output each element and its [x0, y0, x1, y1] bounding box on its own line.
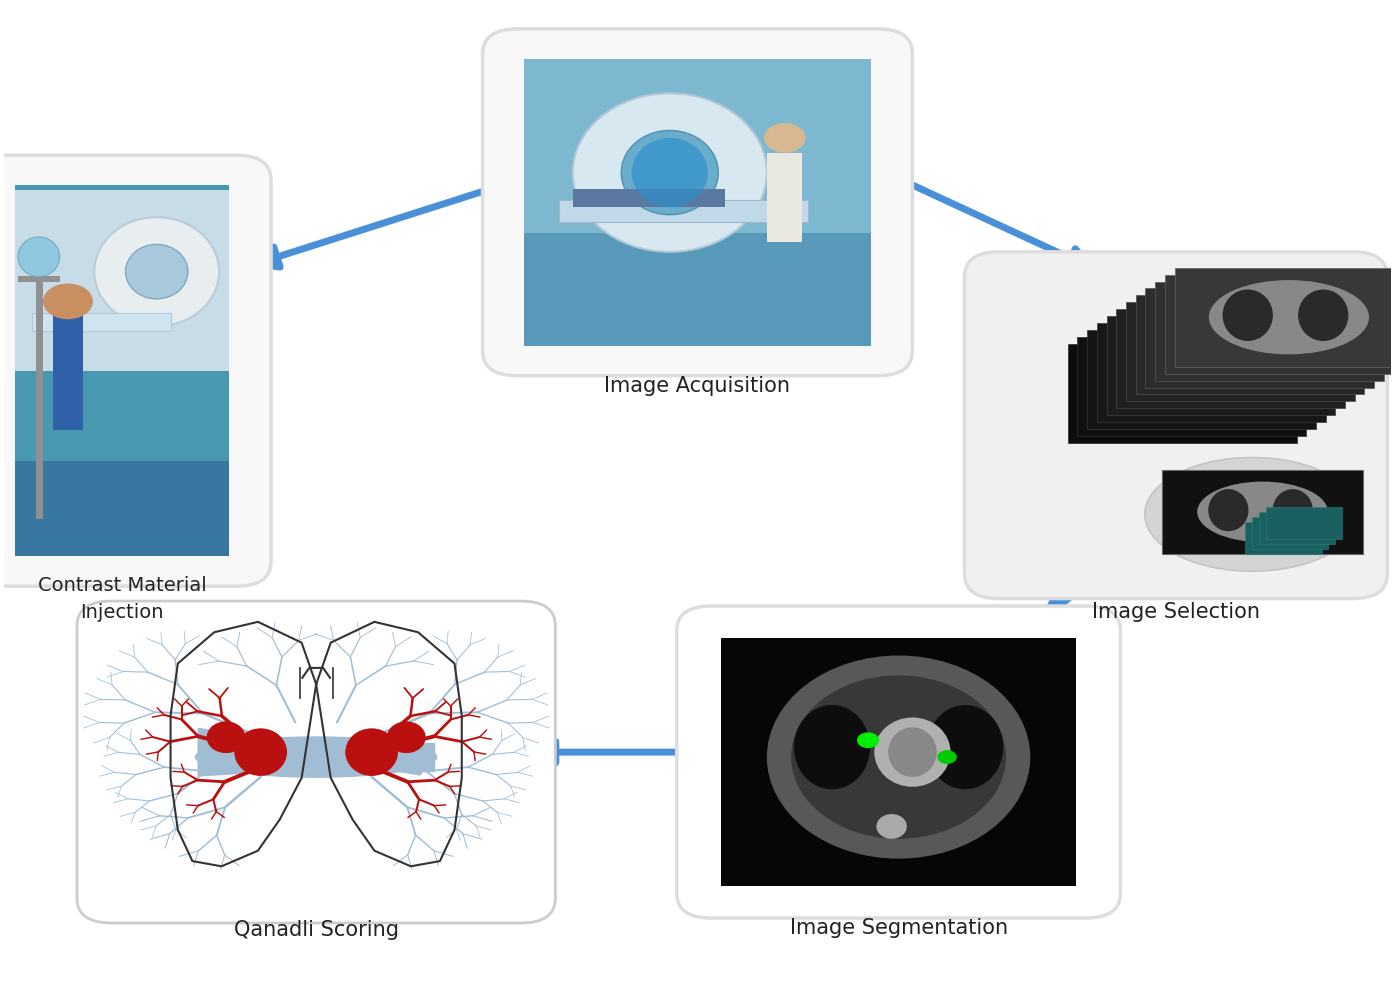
Ellipse shape: [195, 736, 438, 778]
Ellipse shape: [632, 138, 707, 207]
Bar: [1165, 275, 1394, 374]
Bar: [1087, 330, 1315, 430]
Bar: [1260, 512, 1335, 544]
Ellipse shape: [386, 721, 425, 753]
Bar: [1136, 296, 1364, 395]
Polygon shape: [198, 743, 434, 771]
Ellipse shape: [1299, 290, 1349, 341]
Bar: [1116, 310, 1345, 409]
Ellipse shape: [889, 727, 936, 777]
Bar: [1175, 268, 1395, 367]
Ellipse shape: [95, 217, 219, 326]
Bar: [721, 637, 1076, 886]
Bar: [1155, 282, 1384, 381]
Text: Image Selection: Image Selection: [1092, 601, 1260, 621]
Ellipse shape: [794, 705, 870, 789]
Ellipse shape: [1222, 290, 1272, 341]
Bar: [14, 185, 230, 556]
Ellipse shape: [1272, 490, 1313, 531]
Ellipse shape: [18, 237, 60, 277]
Polygon shape: [331, 735, 434, 775]
Bar: [525, 233, 870, 346]
Ellipse shape: [206, 721, 246, 753]
Bar: [18, 276, 60, 282]
FancyBboxPatch shape: [77, 601, 555, 923]
Bar: [1246, 522, 1321, 554]
Ellipse shape: [573, 93, 767, 252]
Ellipse shape: [876, 814, 907, 839]
Ellipse shape: [1209, 280, 1368, 355]
Ellipse shape: [1208, 490, 1249, 531]
Circle shape: [937, 750, 957, 764]
Circle shape: [857, 732, 879, 748]
FancyBboxPatch shape: [964, 252, 1388, 598]
FancyBboxPatch shape: [677, 606, 1120, 918]
Ellipse shape: [1145, 458, 1360, 571]
Bar: [1067, 344, 1296, 443]
Bar: [32, 314, 170, 331]
Text: Contrast Material
Injection: Contrast Material Injection: [38, 576, 206, 621]
Ellipse shape: [621, 131, 718, 215]
Ellipse shape: [767, 655, 1031, 858]
Polygon shape: [198, 735, 303, 775]
Bar: [1267, 507, 1342, 539]
Bar: [14, 462, 230, 556]
Bar: [53, 312, 84, 431]
Ellipse shape: [346, 728, 398, 776]
Bar: [767, 153, 802, 242]
Circle shape: [43, 284, 93, 320]
Ellipse shape: [928, 705, 1003, 789]
Text: Image Acquisition: Image Acquisition: [604, 376, 791, 396]
FancyBboxPatch shape: [0, 155, 271, 586]
Ellipse shape: [875, 717, 950, 787]
Bar: [1077, 337, 1306, 437]
Circle shape: [764, 123, 806, 153]
Bar: [1096, 323, 1325, 423]
Ellipse shape: [1197, 482, 1328, 542]
Bar: [1145, 289, 1374, 388]
Bar: [1253, 517, 1328, 549]
Polygon shape: [170, 621, 317, 866]
Bar: [14, 190, 230, 371]
Text: Image Segmentation: Image Segmentation: [790, 918, 1007, 938]
Bar: [1106, 317, 1335, 416]
Bar: [525, 59, 870, 346]
Polygon shape: [317, 621, 462, 866]
Bar: [1162, 470, 1363, 554]
Ellipse shape: [126, 245, 188, 299]
Bar: [559, 201, 809, 222]
Bar: [36, 242, 43, 519]
Bar: [1126, 303, 1355, 402]
Text: Qanadli Scoring: Qanadli Scoring: [234, 920, 399, 940]
Ellipse shape: [791, 675, 1006, 839]
FancyBboxPatch shape: [483, 29, 912, 376]
Polygon shape: [198, 728, 282, 776]
Ellipse shape: [234, 728, 287, 776]
Bar: [573, 190, 725, 207]
